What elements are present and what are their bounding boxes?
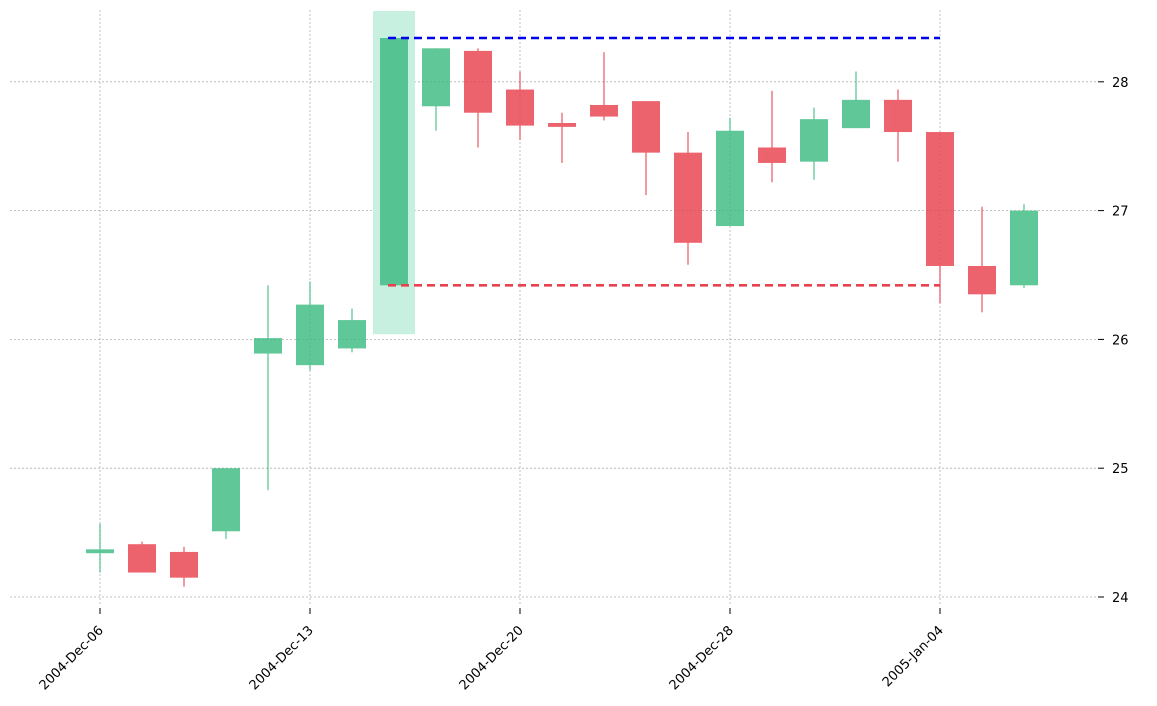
grid-layer bbox=[10, 10, 1098, 605]
candle-body bbox=[926, 132, 954, 266]
candle bbox=[128, 541, 156, 573]
candle bbox=[506, 71, 534, 140]
candle-body bbox=[884, 99, 912, 133]
candle bbox=[632, 101, 660, 196]
candle bbox=[884, 89, 912, 162]
candle-body bbox=[758, 147, 786, 163]
candle bbox=[548, 112, 576, 163]
candle-body bbox=[128, 544, 156, 573]
candle bbox=[422, 48, 450, 131]
candle-body bbox=[296, 304, 324, 366]
candle bbox=[380, 38, 408, 286]
candle-body bbox=[254, 338, 282, 354]
candle-body bbox=[632, 101, 660, 153]
candle bbox=[212, 468, 240, 540]
candle-body bbox=[422, 48, 450, 107]
y-tick-label: 28 bbox=[1112, 76, 1129, 91]
candle bbox=[296, 281, 324, 371]
candle-body bbox=[380, 38, 408, 286]
candle-body bbox=[86, 549, 114, 554]
x-tick-label: 2004-Dec-06 bbox=[37, 623, 107, 693]
y-axis: 24 25 26 27 28 bbox=[1098, 76, 1129, 606]
candle-body bbox=[170, 551, 198, 578]
candle-body bbox=[464, 50, 492, 113]
candle bbox=[674, 132, 702, 265]
y-tick-label: 24 bbox=[1112, 591, 1129, 606]
y-tick-label: 25 bbox=[1112, 462, 1129, 477]
candle bbox=[254, 285, 282, 491]
candle bbox=[842, 71, 870, 129]
candle bbox=[86, 523, 114, 573]
candle bbox=[590, 52, 618, 121]
candle bbox=[170, 546, 198, 587]
candle bbox=[926, 132, 954, 304]
candle-body bbox=[212, 468, 240, 532]
candle-body bbox=[716, 130, 744, 227]
candle-body bbox=[548, 123, 576, 127]
candle-body bbox=[968, 265, 996, 295]
x-axis: 2004-Dec-06 2004-Dec-13 2004-Dec-20 2004-De… bbox=[37, 608, 947, 693]
candle bbox=[968, 206, 996, 313]
candle-body bbox=[338, 320, 366, 349]
candle bbox=[464, 48, 492, 148]
x-tick-label: 2005-Jan-04 bbox=[880, 623, 947, 690]
candle bbox=[800, 107, 828, 180]
candle-body bbox=[590, 104, 618, 117]
x-tick-label: 2004-Dec-20 bbox=[457, 623, 527, 693]
candle bbox=[1010, 204, 1038, 288]
candles-layer bbox=[86, 38, 1038, 587]
y-tick-label: 26 bbox=[1112, 333, 1129, 348]
candle-body bbox=[1010, 210, 1038, 286]
candle-body bbox=[674, 152, 702, 243]
candle bbox=[338, 308, 366, 353]
candle-body bbox=[842, 99, 870, 129]
candle-body bbox=[800, 119, 828, 162]
candle bbox=[758, 90, 786, 183]
y-tick-label: 27 bbox=[1112, 205, 1129, 220]
reference-lines-layer bbox=[388, 36, 940, 287]
x-tick-label: 2004-Dec-13 bbox=[247, 623, 317, 693]
candle bbox=[716, 117, 744, 227]
candle-body bbox=[506, 89, 534, 126]
x-tick-label: 2004-Dec-28 bbox=[667, 623, 737, 693]
